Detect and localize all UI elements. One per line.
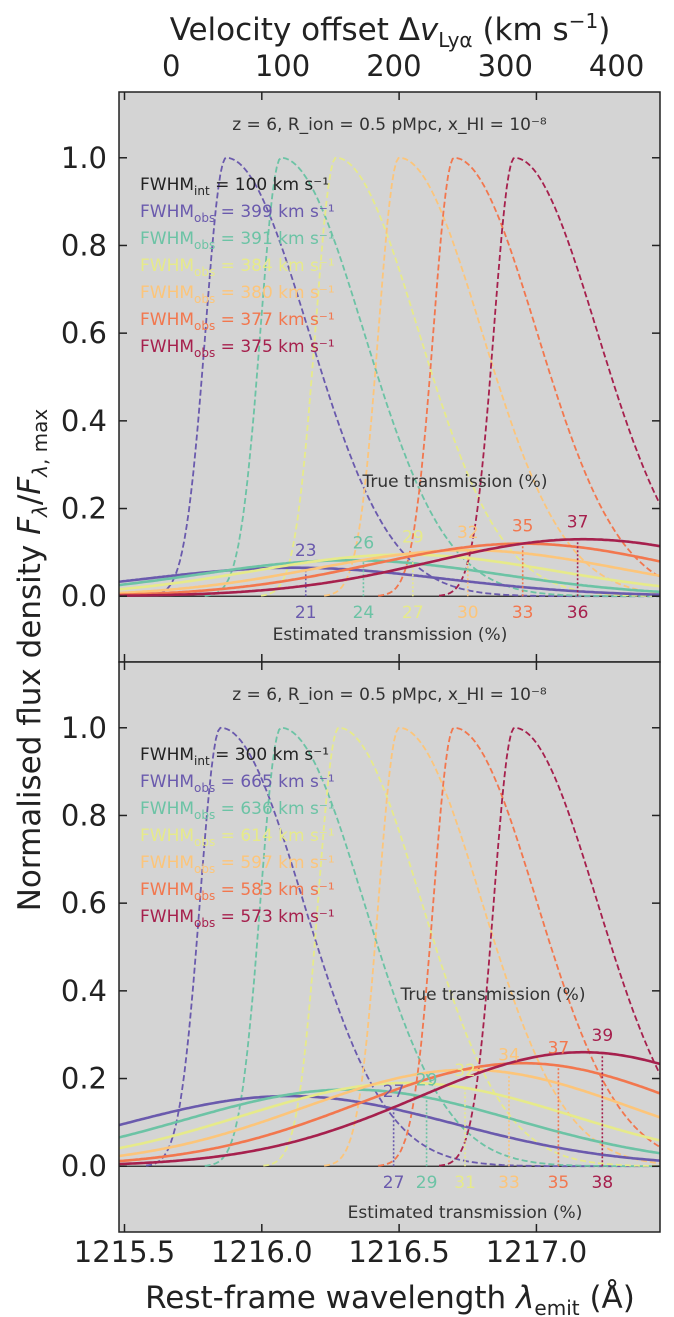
panel-title: z = 6, R_ion = 0.5 pMpc, x_HI = 10⁻⁸ — [232, 115, 547, 135]
true-transmission-value: 39 — [592, 1026, 614, 1046]
x-tick-label: 1216.5 — [348, 1235, 449, 1269]
y-tick-label: 0.4 — [61, 404, 107, 438]
legend-fwhm-obs: FWHMobs = 583 km s⁻¹ — [140, 880, 335, 903]
legend-fwhm-int: FWHMint = 300 km s⁻¹ — [140, 745, 329, 768]
estimated-transmission-value: 27 — [402, 603, 424, 623]
legend-fwhm-obs: FWHMobs = 380 km s⁻¹ — [140, 283, 335, 306]
estimated-transmission-value: 38 — [592, 1173, 614, 1193]
legend-fwhm-obs: FWHMobs = 391 km s⁻¹ — [140, 229, 335, 252]
true-profile-series-3 — [260, 157, 660, 597]
observed-profile-series-5 — [119, 542, 660, 597]
legend-fwhm-obs: FWHMobs = 665 km s⁻¹ — [140, 772, 335, 795]
y-tick-label: 0.8 — [61, 228, 107, 262]
observed-profile-series-4 — [119, 1068, 660, 1158]
top-axis-label: Velocity offset ΔvLyα (km s−1) — [170, 9, 611, 52]
true-profile-series-5 — [378, 156, 660, 597]
legend: FWHMint = 300 km s⁻¹ FWHMobs = 665 km s⁻¹… — [140, 745, 335, 930]
y-tick-label: 0.2 — [61, 492, 107, 526]
legend-fwhm-obs: FWHMobs = 597 km s⁻¹ — [140, 853, 335, 876]
estimated-transmission-label: Estimated transmission (%) — [348, 1203, 583, 1223]
x-tick-label: 1215.5 — [74, 1235, 175, 1269]
estimated-transmission-value: 21 — [295, 603, 317, 623]
true-transmission-value: 23 — [295, 541, 317, 561]
top-tick-label: 300 — [478, 49, 533, 83]
true-transmission-value: 32 — [454, 1061, 476, 1081]
top-axis-ticks: 0 100 200 300 400 — [162, 49, 644, 100]
panels: 0.0 0.2 0.4 0.6 0.8 1.0 23 21 26 24 29 27 32 30 35 33 37… — [61, 91, 661, 1233]
estimated-transmission-value: 29 — [416, 1173, 438, 1193]
estimated-transmission-value: 33 — [512, 603, 534, 623]
x-tick-label: 1217.0 — [486, 1235, 587, 1269]
true-profile-series-2 — [204, 156, 660, 598]
true-transmission-label: True transmission (%) — [400, 985, 586, 1005]
y-axis-label: Normalised flux density Fλ/Fλ, max — [12, 409, 52, 912]
observed-profile-series-4 — [119, 548, 660, 595]
true-profile-series-6 — [438, 156, 660, 597]
legend-fwhm-obs: FWHMobs = 573 km s⁻¹ — [140, 907, 335, 930]
true-transmission-value: 32 — [457, 523, 479, 543]
true-transmission-value: 29 — [416, 1070, 438, 1090]
plot-area — [119, 156, 660, 598]
panel-1: 0.0 0.2 0.4 0.6 0.8 1.0 23 21 26 24 29 27 32 30 35 33 37… — [61, 91, 661, 663]
plot-background — [119, 662, 660, 1232]
y-tick-label: 0.4 — [61, 974, 107, 1008]
estimated-transmission-value: 31 — [454, 1173, 476, 1193]
legend-fwhm-obs: FWHMobs = 384 km s⁻¹ — [140, 256, 335, 279]
true-transmission-value: 35 — [512, 517, 534, 537]
true-profile-series-3 — [263, 726, 660, 1167]
y-tick-label: 1.0 — [61, 711, 107, 745]
legend: FWHMint = 100 km s⁻¹ FWHMobs = 399 km s⁻¹… — [140, 175, 335, 360]
panel-frame — [118, 661, 661, 1233]
y-tick-label: 0.2 — [61, 1062, 107, 1096]
observed-profile-series-3 — [119, 1081, 660, 1150]
true-transmission-value: 34 — [498, 1046, 520, 1066]
legend-fwhm-obs: FWHMobs = 614 km s⁻¹ — [140, 826, 335, 849]
true-transmission-value: 27 — [383, 1082, 405, 1102]
true-transmission-label: True transmission (%) — [362, 472, 548, 492]
legend-fwhm-obs: FWHMobs = 636 km s⁻¹ — [140, 799, 335, 822]
legend-fwhm-obs: FWHMobs = 399 km s⁻¹ — [140, 202, 335, 225]
plot-background — [119, 92, 660, 662]
panel-2: 0.0 0.2 0.4 0.6 0.8 1.0 27 27 29 29 32 31 34 33 37 35 39… — [61, 661, 661, 1233]
true-profile-series-5 — [378, 726, 660, 1167]
y-tick-label: 0.0 — [61, 579, 107, 613]
observed-profile-series-6 — [119, 537, 660, 597]
true-transmission-value: 37 — [567, 512, 589, 532]
y-tick-label: 1.0 — [61, 141, 107, 175]
top-tick-label: 200 — [366, 49, 421, 83]
true-transmission-value: 37 — [548, 1039, 570, 1059]
legend-fwhm-int: FWHMint = 100 km s⁻¹ — [140, 175, 329, 198]
x-tick-label: 1216.0 — [211, 1235, 312, 1269]
y-tick-label: 0.6 — [61, 316, 107, 350]
estimated-transmission-value: 33 — [498, 1173, 520, 1193]
true-profile-series-1 — [145, 726, 660, 1168]
panel-title: z = 6, R_ion = 0.5 pMpc, x_HI = 10⁻⁸ — [232, 685, 547, 705]
x-axis-label: Rest-frame wavelength λemit (Å) — [145, 1280, 635, 1317]
estimated-transmission-label: Estimated transmission (%) — [273, 625, 508, 645]
legend-fwhm-obs: FWHMobs = 377 km s⁻¹ — [140, 310, 335, 333]
y-tick-label: 0.8 — [61, 798, 107, 832]
legend-fwhm-obs: FWHMobs = 375 km s⁻¹ — [140, 337, 335, 360]
estimated-transmission-value: 30 — [457, 603, 479, 623]
estimated-transmission-value: 27 — [383, 1173, 405, 1193]
plot-area — [119, 726, 660, 1168]
top-tick-label: 400 — [589, 49, 644, 83]
estimated-transmission-value: 35 — [548, 1173, 570, 1193]
true-transmission-value: 26 — [353, 533, 375, 553]
top-tick-label: 0 — [162, 49, 180, 83]
observed-profile-series-6 — [119, 1050, 660, 1166]
estimated-transmission-value: 24 — [353, 603, 375, 623]
y-tick-label: 0.6 — [61, 886, 107, 920]
estimated-transmission-value: 36 — [567, 603, 589, 623]
true-transmission-value: 29 — [402, 528, 424, 548]
top-tick-label: 100 — [255, 49, 310, 83]
observed-profile-series-5 — [119, 1061, 660, 1163]
x-axis-ticks: 1215.5 1216.0 1216.5 1217.0 — [74, 1224, 587, 1269]
y-tick-label: 0.0 — [61, 1149, 107, 1183]
